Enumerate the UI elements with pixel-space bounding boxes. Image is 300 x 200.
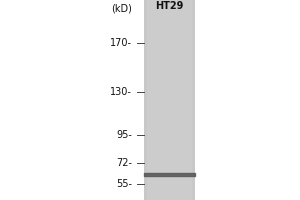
Text: 130-: 130-: [110, 87, 132, 97]
Text: 55-: 55-: [116, 179, 132, 189]
Text: 72-: 72-: [116, 158, 132, 168]
Bar: [147, 0, 192, 200]
Text: (kD): (kD): [111, 4, 132, 14]
Text: HT29: HT29: [155, 1, 184, 11]
Text: 170-: 170-: [110, 38, 132, 48]
Text: 95-: 95-: [116, 130, 132, 140]
Bar: [144, 0, 195, 200]
